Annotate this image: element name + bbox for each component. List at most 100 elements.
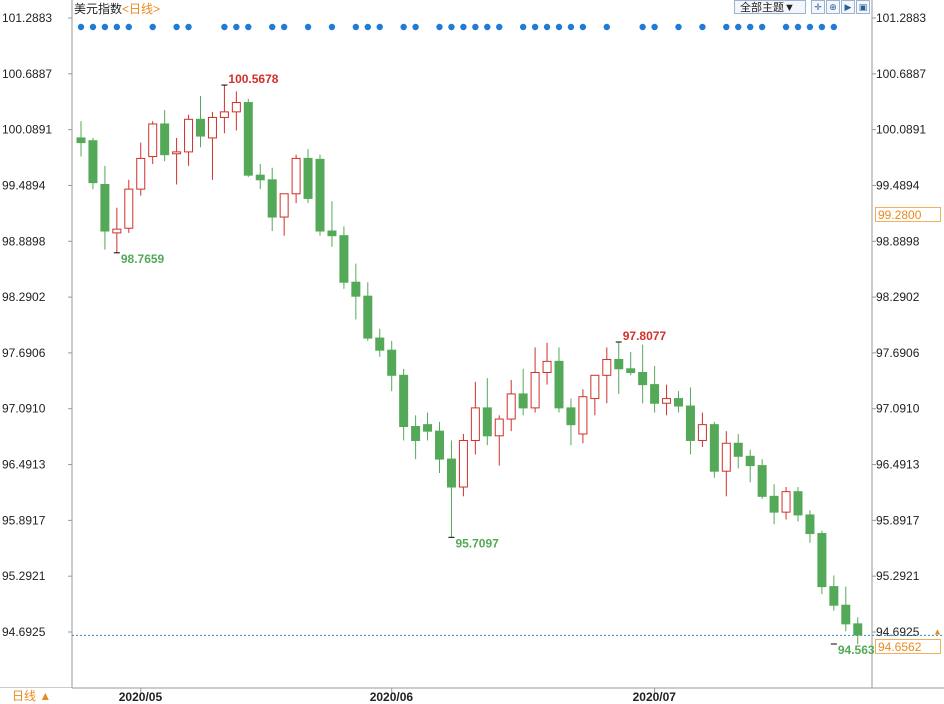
candle-up (124, 188, 134, 229)
theme-dropdown[interactable]: 全部主题▼ (734, 0, 806, 14)
candle-down (446, 458, 456, 488)
low-price-label: 94.5636 (838, 643, 882, 657)
event-marker-dot (89, 23, 97, 31)
low-price-label: 98.7659 (121, 252, 165, 266)
candle-down (554, 360, 564, 409)
candle-up (470, 407, 480, 441)
period-link[interactable]: <日线> (122, 2, 161, 16)
event-marker-dot (364, 23, 371, 31)
instrument-name: 美元指数 (74, 2, 123, 16)
event-marker-dot (376, 23, 383, 31)
candle-down (674, 398, 683, 407)
current-price-tag: 94.6562 (875, 639, 941, 654)
chart-header: 美元指数<日线> (74, 0, 160, 17)
y-tick-label-right: 98.8898 (876, 234, 920, 248)
event-marker-dot (806, 23, 814, 31)
candle-up (291, 157, 301, 195)
event-marker-dot (280, 23, 288, 31)
event-marker-dot (639, 23, 646, 31)
y-tick-label-left: 94.6925 (2, 625, 46, 639)
event-marker-dot (723, 23, 730, 31)
event-marker-dot (412, 23, 419, 31)
candle-down (387, 349, 397, 376)
candle-up (494, 418, 504, 437)
x-tick-label: 2020/07 (633, 690, 677, 704)
y-tick-label-right: 100.0891 (876, 123, 926, 137)
y-tick-label-left: 101.2883 (2, 11, 52, 25)
candle-up (697, 424, 707, 441)
event-marker-dot (448, 23, 455, 31)
candle-down (255, 174, 265, 181)
candle-up (578, 396, 588, 435)
play-icon[interactable]: ▶ (841, 0, 855, 14)
period-tab[interactable]: 日线 ▲ (0, 688, 72, 704)
event-marker-dot (185, 23, 192, 31)
event-marker-dot (579, 23, 587, 31)
candle-down (805, 514, 815, 535)
event-marker-dot (496, 23, 503, 31)
candle-down (267, 179, 277, 218)
candle-down (351, 281, 361, 297)
candle-down (841, 604, 851, 625)
candle-down (243, 102, 253, 176)
candle-up (530, 372, 540, 409)
y-tick-label-left: 95.2921 (2, 569, 46, 583)
event-marker-dot (328, 23, 336, 31)
candle-up (231, 102, 241, 113)
crosshair-icon[interactable]: ✛ (811, 0, 825, 14)
candle-up (721, 442, 731, 472)
candle-up (207, 116, 217, 139)
window-icon[interactable]: ▣ (856, 0, 870, 14)
zoom-in-icon[interactable]: ⊕ (826, 0, 840, 14)
candle-down (482, 407, 492, 437)
x-tick-label: 2020/05 (119, 690, 163, 704)
y-tick-label-left: 98.2902 (2, 290, 46, 304)
event-marker-dot (221, 23, 228, 31)
candle-down (303, 157, 313, 199)
candle-down (196, 118, 205, 137)
event-marker-dot (830, 23, 838, 31)
y-tick-label-left: 95.8917 (2, 513, 46, 527)
event-marker-dot (460, 23, 467, 31)
candle-down (411, 426, 421, 441)
candle-down (399, 374, 409, 428)
y-tick-label-right: 97.6906 (876, 346, 920, 360)
y-tick-label-right: 95.8917 (876, 513, 920, 527)
candle-down (339, 235, 349, 283)
candle-down (638, 372, 648, 386)
candle-up (542, 360, 552, 374)
event-marker-dot (794, 23, 802, 31)
high-price-label: 97.8077 (623, 329, 667, 343)
event-marker-dot (782, 23, 790, 31)
y-tick-label-left: 100.6887 (2, 67, 52, 81)
event-marker-dot (472, 23, 479, 31)
candle-down (423, 424, 433, 432)
candle-up (184, 118, 194, 153)
event-marker-dot (484, 23, 491, 31)
candle-down (315, 158, 325, 232)
candle-down (566, 407, 576, 426)
candle-down (76, 137, 86, 144)
event-marker-dot (531, 23, 539, 31)
candle-down (626, 368, 636, 374)
event-marker-dot (519, 23, 527, 31)
y-tick-label-right: 95.2921 (876, 569, 920, 583)
y-tick-label-left: 97.0910 (2, 402, 46, 416)
high-price-label: 100.5678 (228, 72, 278, 86)
candle-up (148, 123, 158, 158)
y-tick-label-right: 99.4894 (876, 178, 920, 192)
y-tick-label-left: 97.6906 (2, 346, 46, 360)
candle-down (650, 384, 660, 404)
event-marker-dot (233, 23, 240, 31)
event-marker-dot (77, 23, 85, 31)
candle-up (112, 228, 122, 234)
y-tick-label-left: 96.4913 (2, 458, 46, 472)
y-tick-label-right: 96.4913 (876, 458, 920, 472)
reference-price-tag: 99.2800 (875, 207, 941, 222)
event-marker-dot (436, 23, 443, 31)
y-tick-label-right: 98.2902 (876, 290, 920, 304)
candle-down (829, 586, 839, 606)
candle-down (757, 465, 767, 497)
candle-down (853, 623, 863, 636)
